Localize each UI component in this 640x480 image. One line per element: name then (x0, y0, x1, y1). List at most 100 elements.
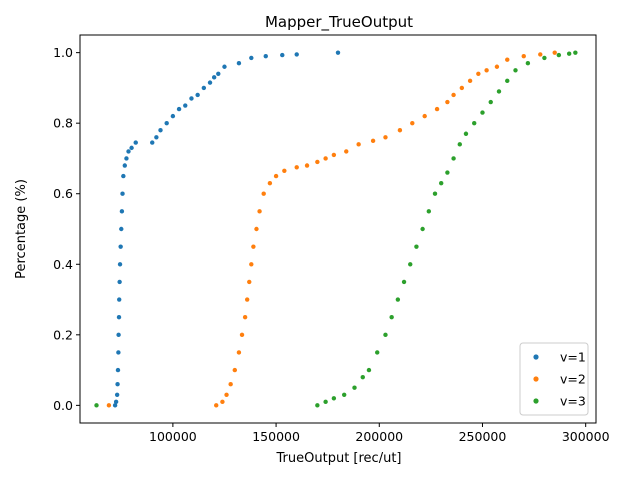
data-point (451, 92, 456, 98)
x-axis: 100000 150000 200000 250000 300000 (149, 423, 610, 444)
data-point (119, 209, 125, 214)
data-point (410, 120, 415, 126)
data-point (467, 78, 473, 84)
data-point (401, 279, 407, 285)
data-point (315, 159, 320, 165)
legend-label: v=1 (560, 350, 586, 365)
data-point (383, 135, 388, 140)
x-axis-label: TrueOutput [rec/ut] (276, 451, 402, 466)
data-point (115, 367, 121, 373)
data-point (211, 75, 217, 80)
data-point (236, 350, 242, 355)
axes-frame (79, 34, 597, 424)
series-2 (106, 50, 557, 408)
y-tick-label: 0.8 (53, 116, 73, 131)
data-point (121, 173, 126, 179)
data-point (133, 140, 138, 145)
data-point (120, 191, 125, 196)
data-point (242, 314, 248, 320)
data-point (158, 128, 163, 133)
data-point (525, 61, 531, 66)
data-point (331, 396, 337, 401)
data-point (261, 191, 266, 196)
legend-label: v=2 (560, 372, 586, 387)
data-point (116, 350, 121, 355)
data-point (228, 382, 233, 387)
data-point (573, 50, 578, 55)
data-point (457, 142, 462, 147)
data-point (176, 106, 182, 112)
data-point (154, 135, 159, 140)
data-marks (94, 50, 578, 408)
data-point (496, 89, 502, 94)
data-point (124, 156, 129, 161)
data-point (552, 50, 557, 55)
data-point (118, 244, 123, 249)
data-point (315, 403, 320, 408)
series-3 (94, 50, 578, 408)
data-point (280, 52, 285, 58)
data-point (513, 68, 518, 73)
data-point (434, 106, 440, 112)
data-point (352, 385, 357, 390)
data-point (414, 244, 419, 249)
data-point (494, 64, 500, 69)
data-point (344, 149, 349, 154)
data-point (115, 382, 120, 387)
data-point (112, 403, 118, 408)
data-point (220, 399, 225, 405)
y-tick-label: 0.0 (53, 398, 73, 413)
y-tick-label: 0.2 (53, 327, 73, 342)
data-point (254, 226, 259, 232)
data-point (459, 85, 465, 91)
data-point (294, 165, 299, 170)
data-point (94, 403, 99, 408)
data-point (116, 314, 122, 320)
data-point (463, 131, 469, 136)
data-point (451, 156, 456, 161)
data-point (222, 64, 227, 69)
data-point (331, 152, 337, 158)
data-point (538, 52, 543, 57)
data-point (114, 392, 120, 397)
data-point (207, 80, 213, 85)
x-tick-label: 250000 (459, 429, 507, 444)
data-point (294, 52, 299, 57)
data-point (164, 120, 169, 126)
data-point (236, 61, 242, 66)
data-point (488, 99, 493, 105)
legend: v=1 v=2 v=3 (519, 342, 589, 416)
y-tick-label: 0.4 (53, 257, 73, 272)
data-point (323, 156, 328, 161)
data-point (201, 85, 207, 91)
data-point (445, 99, 450, 105)
data-point (116, 332, 121, 338)
data-point (267, 180, 273, 186)
data-point (224, 392, 229, 397)
data-point (476, 71, 481, 77)
data-point (273, 173, 279, 179)
data-point (505, 78, 510, 84)
y-tick-label: 1.0 (53, 45, 73, 60)
data-point (356, 142, 361, 147)
data-point (397, 128, 403, 133)
data-point (232, 367, 237, 373)
x-tick-label: 200000 (355, 429, 403, 444)
chart-title: Mapper_TrueOutput (265, 13, 413, 32)
data-point (126, 149, 131, 154)
data-point (170, 113, 176, 119)
x-tick-label: 150000 (252, 429, 300, 444)
data-point (472, 120, 477, 126)
data-point (129, 145, 134, 151)
data-point (323, 399, 328, 405)
data-point (183, 103, 188, 108)
y-tick-label: 0.6 (53, 186, 73, 201)
data-point (408, 262, 413, 267)
data-point (439, 180, 444, 186)
data-point (214, 403, 219, 408)
data-point (117, 297, 122, 302)
data-point (505, 57, 510, 62)
x-tick-label: 300000 (562, 429, 610, 444)
data-point (366, 367, 372, 373)
